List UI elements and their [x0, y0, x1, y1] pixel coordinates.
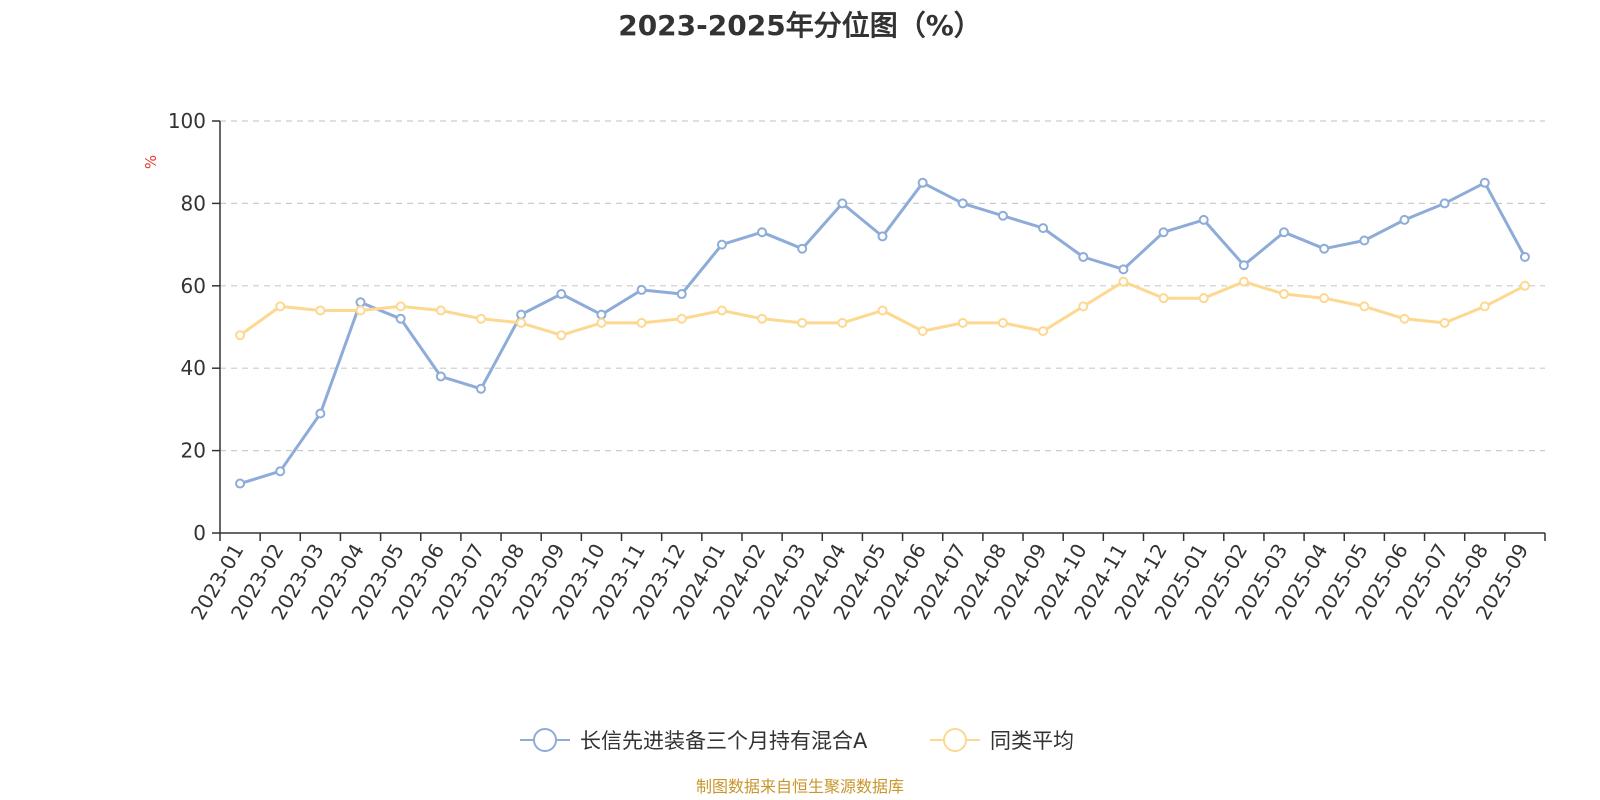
legend-swatch-marker: [943, 728, 967, 752]
series-layer: [235, 177, 1530, 489]
grid-lines: [220, 120, 1545, 452]
data-point[interactable]: [596, 309, 607, 320]
data-point[interactable]: [275, 466, 286, 477]
data-point[interactable]: [1238, 276, 1249, 287]
data-point[interactable]: [957, 198, 968, 209]
data-point[interactable]: [1439, 198, 1450, 209]
data-point[interactable]: [676, 313, 687, 324]
series-1: [235, 276, 1530, 341]
data-point[interactable]: [1359, 301, 1370, 312]
data-point[interactable]: [1078, 301, 1089, 312]
data-point[interactable]: [355, 305, 366, 316]
legend-item-1[interactable]: 同类平均: [930, 728, 1074, 753]
y-axis-unit-label: %: [142, 155, 160, 169]
data-point[interactable]: [917, 326, 928, 337]
data-point[interactable]: [516, 309, 527, 320]
data-point[interactable]: [1158, 293, 1169, 304]
data-point[interactable]: [676, 289, 687, 300]
data-point[interactable]: [1359, 235, 1370, 246]
data-point[interactable]: [1319, 243, 1330, 254]
data-point[interactable]: [997, 317, 1008, 328]
y-tick-label: 40: [181, 356, 206, 380]
data-point[interactable]: [837, 198, 848, 209]
data-point[interactable]: [556, 330, 567, 341]
data-point[interactable]: [1279, 289, 1290, 300]
data-point[interactable]: [957, 317, 968, 328]
data-point[interactable]: [395, 313, 406, 324]
data-point[interactable]: [636, 317, 647, 328]
legend-item-0[interactable]: 长信先进装备三个月持有混合A: [520, 728, 868, 753]
data-point[interactable]: [1198, 293, 1209, 304]
data-point[interactable]: [1479, 301, 1490, 312]
y-tick-label: 20: [181, 439, 206, 463]
legend-label: 长信先进装备三个月持有混合A: [580, 729, 868, 753]
data-point[interactable]: [636, 284, 647, 295]
series-line-0: [238, 181, 1527, 486]
data-point[interactable]: [315, 408, 326, 419]
data-point[interactable]: [235, 478, 246, 489]
data-point[interactable]: [1198, 214, 1209, 225]
data-point[interactable]: [475, 313, 486, 324]
data-point[interactable]: [1158, 227, 1169, 238]
data-point[interactable]: [757, 313, 768, 324]
y-tick-label: 0: [193, 521, 206, 545]
data-point[interactable]: [1038, 223, 1049, 234]
data-point[interactable]: [797, 317, 808, 328]
data-point[interactable]: [1038, 326, 1049, 337]
series-0: [235, 177, 1530, 489]
legend-swatch-marker: [533, 728, 557, 752]
data-point[interactable]: [757, 227, 768, 238]
data-point[interactable]: [556, 289, 567, 300]
data-point[interactable]: [1439, 317, 1450, 328]
data-point[interactable]: [877, 231, 888, 242]
data-point[interactable]: [395, 301, 406, 312]
chart-title: 2023-2025年分位图（%）: [618, 9, 982, 42]
data-point[interactable]: [1078, 251, 1089, 262]
data-point[interactable]: [235, 330, 246, 341]
legend-label: 同类平均: [990, 729, 1074, 753]
data-point[interactable]: [596, 317, 607, 328]
data-point[interactable]: [435, 371, 446, 382]
data-point[interactable]: [516, 317, 527, 328]
data-point[interactable]: [355, 297, 366, 308]
data-point[interactable]: [1519, 280, 1530, 291]
data-point[interactable]: [1118, 264, 1129, 275]
data-point[interactable]: [435, 305, 446, 316]
data-source-footer: 制图数据来自恒生聚源数据库: [696, 777, 904, 796]
y-tick-label: 100: [168, 109, 206, 133]
data-point[interactable]: [837, 317, 848, 328]
data-point[interactable]: [877, 305, 888, 316]
data-point[interactable]: [1479, 177, 1490, 188]
data-point[interactable]: [1238, 260, 1249, 271]
data-point[interactable]: [315, 305, 326, 316]
data-point[interactable]: [716, 239, 727, 250]
y-tick-label: 80: [181, 191, 206, 215]
data-point[interactable]: [797, 243, 808, 254]
data-point[interactable]: [716, 305, 727, 316]
y-tick-label: 60: [181, 274, 206, 298]
data-point[interactable]: [997, 210, 1008, 221]
data-point[interactable]: [1519, 251, 1530, 262]
data-point[interactable]: [475, 383, 486, 394]
data-point[interactable]: [275, 301, 286, 312]
data-point[interactable]: [1279, 227, 1290, 238]
legend[interactable]: 长信先进装备三个月持有混合A 同类平均: [520, 728, 1074, 753]
data-point[interactable]: [1319, 293, 1330, 304]
data-point[interactable]: [1399, 214, 1410, 225]
data-point[interactable]: [1399, 313, 1410, 324]
data-point[interactable]: [1118, 276, 1129, 287]
axes: 0204060801002023-012023-022023-032023-04…: [168, 109, 1546, 624]
data-point[interactable]: [917, 177, 928, 188]
